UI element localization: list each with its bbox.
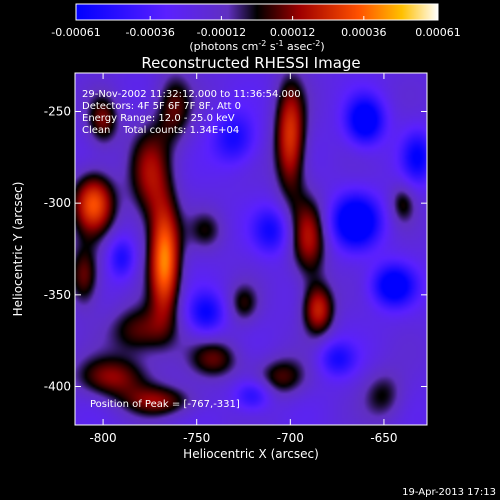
annotation-detectors: Detectors: 4F 5F 6F 7F 8F, Att 0 <box>82 101 241 112</box>
colorbar-tick-label: -0.00061 <box>51 26 100 39</box>
annotation-energy-range: Energy Range: 12.0 - 25.0 keV <box>82 113 235 124</box>
x-tick-label: -800 <box>89 431 116 445</box>
annotation-peak-position: Position of Peak = [-767,-331] <box>90 399 240 410</box>
x-tick-label: -650 <box>370 431 397 445</box>
plot-frame <box>74 72 428 426</box>
x-axis-label: Heliocentric X (arcsec) <box>183 447 319 461</box>
y-tick-label: -300 <box>44 196 71 210</box>
colorbar <box>75 3 439 21</box>
x-axis-ticks: -800 -750 -700 -650 <box>89 73 398 445</box>
colorbar-tick-label: 0.00036 <box>341 26 387 39</box>
heatmap-image <box>75 73 427 425</box>
y-axis-label: Heliocentric Y (arcsec) <box>11 182 25 317</box>
y-tick-label: -400 <box>44 380 71 394</box>
x-tick-label: -700 <box>277 431 304 445</box>
colorbar-ticks: -0.00061 -0.00036 -0.00012 0.00012 0.00036 0.… <box>51 16 461 39</box>
y-tick-label: -350 <box>44 288 71 302</box>
footer-timestamp: 19-Apr-2013 17:13 <box>402 487 496 498</box>
chart-title: Reconstructed RHESSI Image <box>141 54 360 72</box>
x-tick-label: -750 <box>183 431 210 445</box>
colorbar-unit-label: (photons cm-2 s-1 asec-2) <box>189 39 324 53</box>
colorbar-tick-label: -0.00012 <box>197 26 246 39</box>
annotation-counts: Clean Total counts: 1.34E+04 <box>82 125 239 136</box>
colorbar-tick-label: -0.00036 <box>125 26 174 39</box>
colorbar-tick-label: 0.00012 <box>270 26 316 39</box>
plot-annotations: 29-Nov-2002 11:32:12.000 to 11:36:54.000… <box>82 89 301 410</box>
y-tick-label: -250 <box>44 105 71 119</box>
colorbar-tick-label: 0.00061 <box>415 26 461 39</box>
annotation-time-range: 29-Nov-2002 11:32:12.000 to 11:36:54.000 <box>82 89 301 100</box>
y-axis-ticks: -250 -300 -350 -400 <box>44 105 427 394</box>
